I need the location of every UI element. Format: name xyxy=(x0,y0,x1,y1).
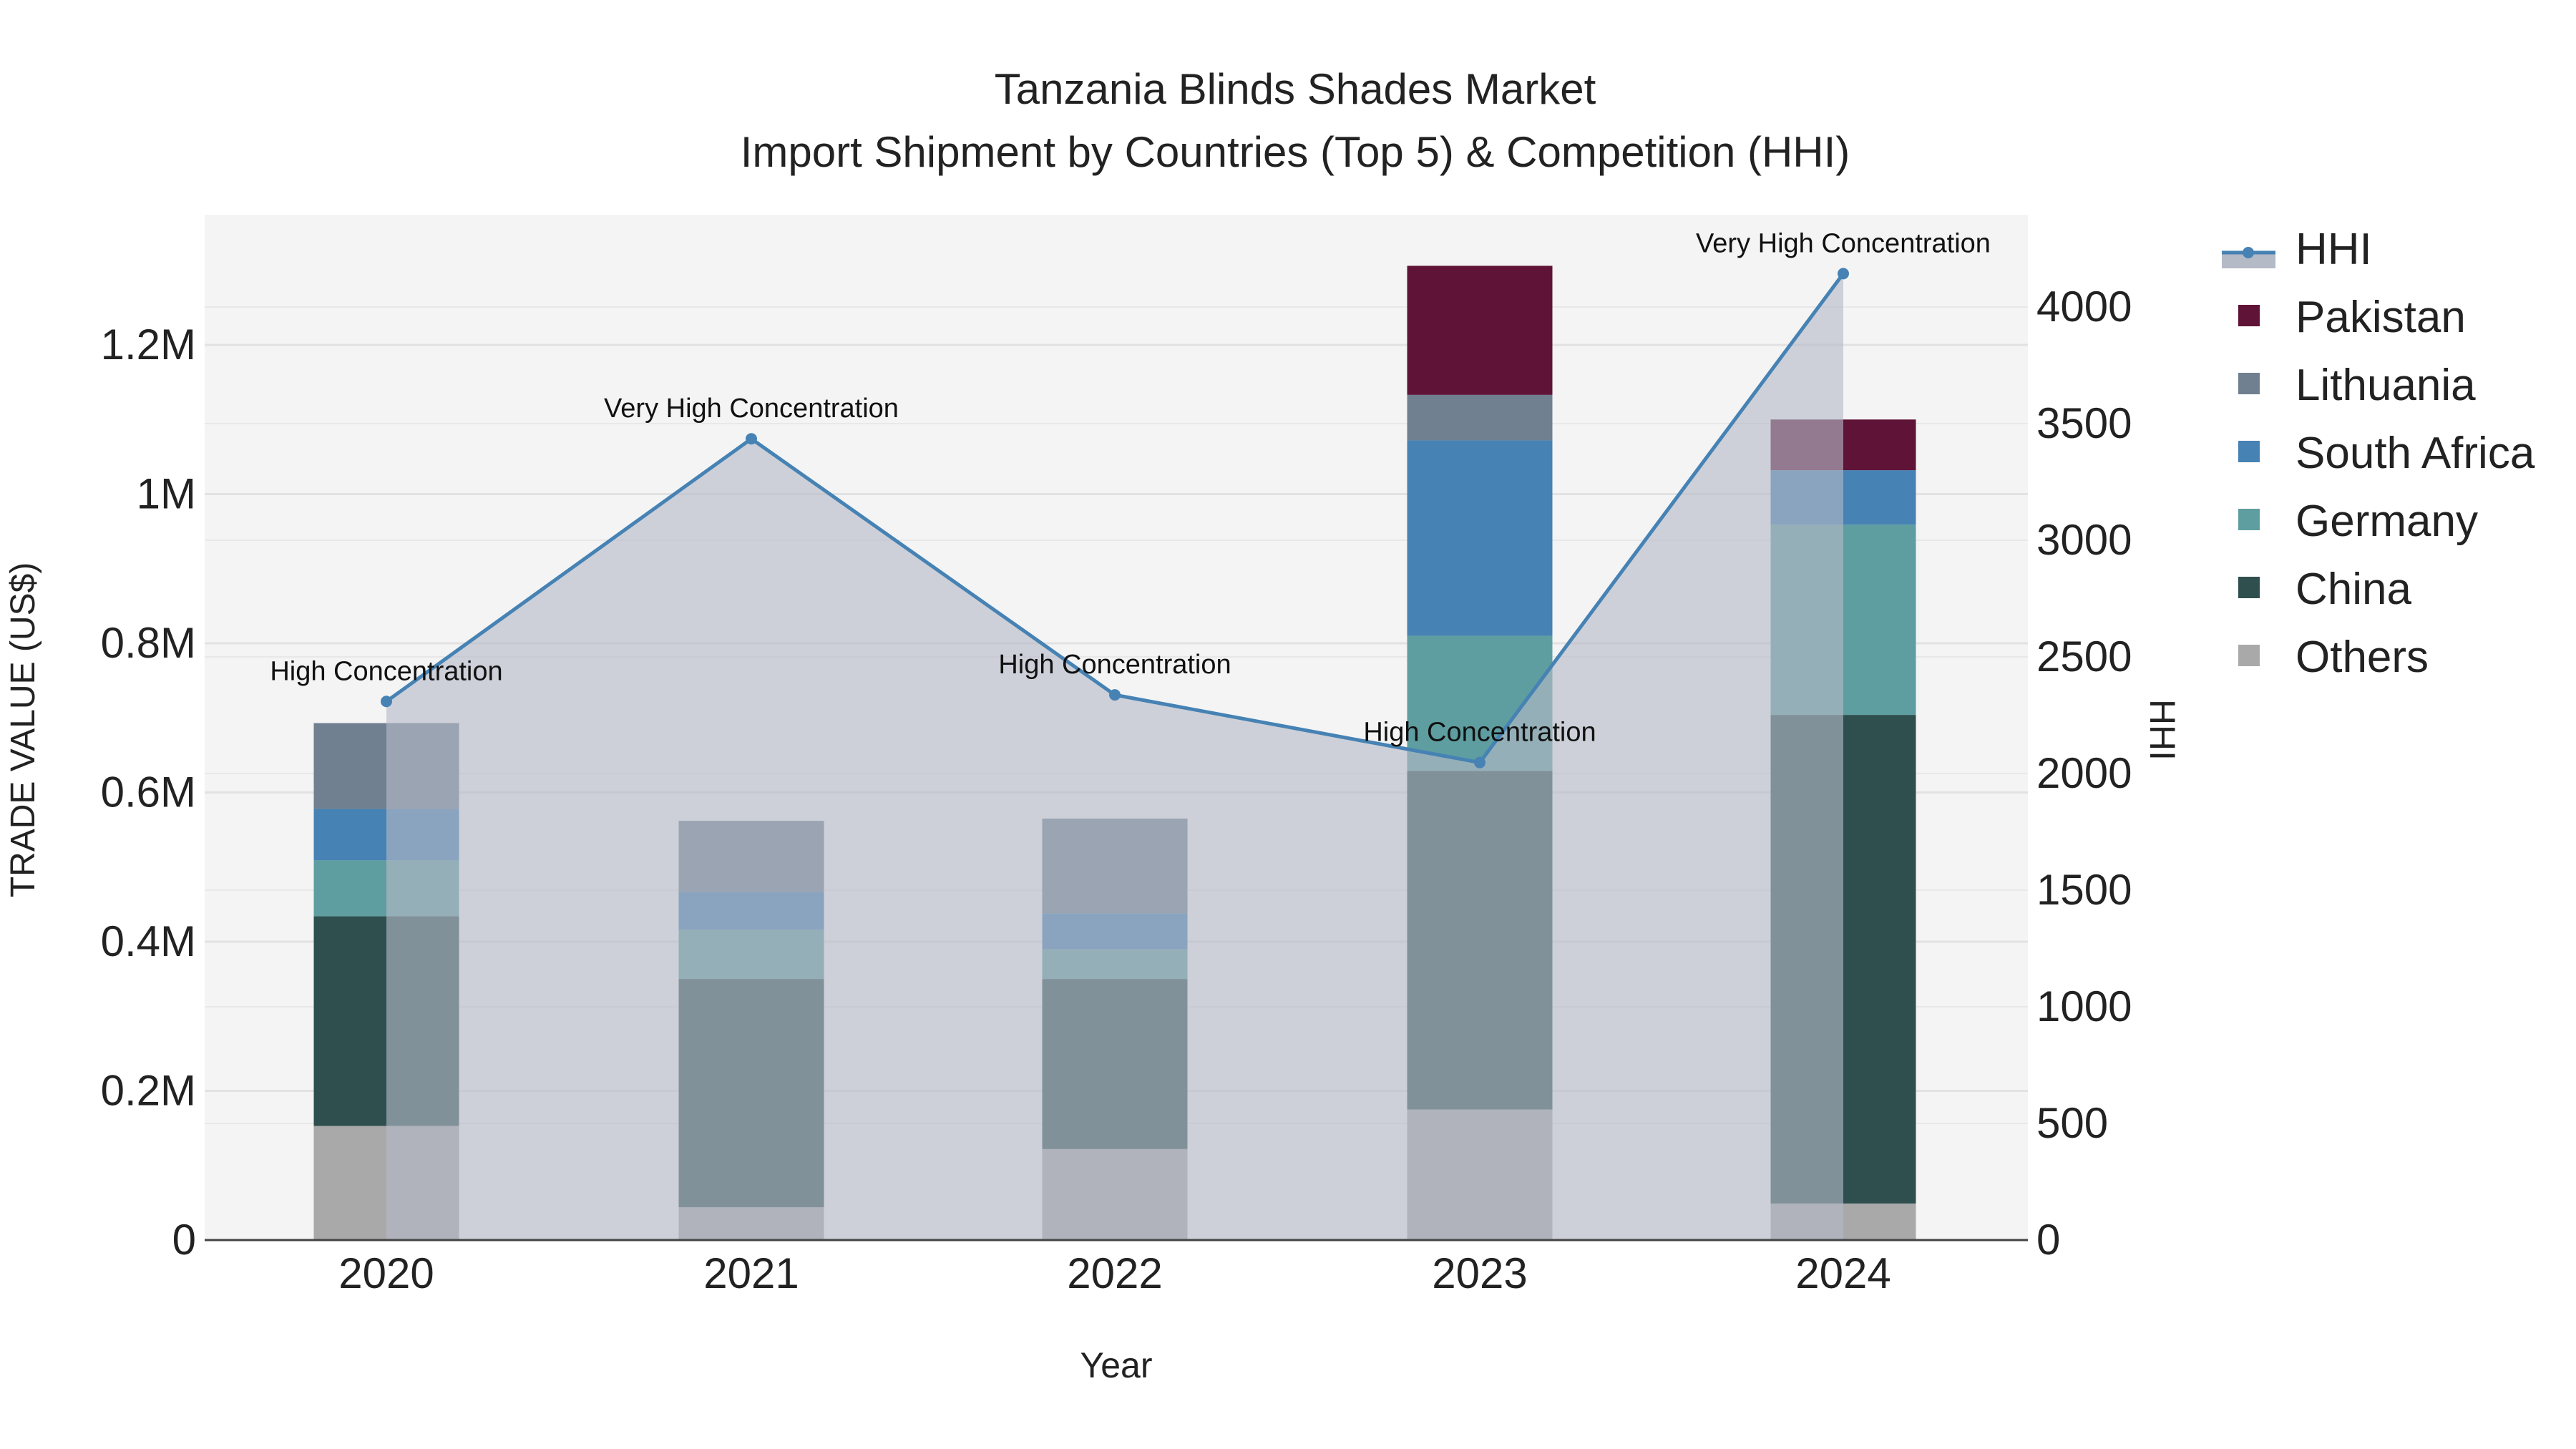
legend-label: Germany xyxy=(2296,497,2478,546)
hhi-annotation: Very High Concentration xyxy=(604,394,899,424)
y-tick-label: 1M xyxy=(137,470,196,518)
y2-tick-label: 2000 xyxy=(2036,749,2132,797)
legend-hhi-marker xyxy=(2243,247,2254,258)
chart-subtitle: Import Shipment by Countries (Top 5) & C… xyxy=(741,128,1850,176)
y-axis-title: TRADE VALUE (US$) xyxy=(4,562,42,898)
hhi-annotation: High Concentration xyxy=(1363,718,1596,748)
legend-swatch xyxy=(2238,305,2260,326)
bar-lithuania xyxy=(1407,394,1553,441)
y2-tick-label: 0 xyxy=(2036,1216,2060,1264)
legend-label: HHI xyxy=(2296,225,2372,274)
legend-swatch xyxy=(2238,645,2260,666)
y2-tick-label: 1000 xyxy=(2036,982,2132,1030)
hhi-annotation: Very High Concentration xyxy=(1696,228,1991,258)
x-tick-label: 2023 xyxy=(1432,1249,1527,1297)
y2-tick-label: 2500 xyxy=(2036,633,2132,680)
y2-tick-label: 500 xyxy=(2036,1099,2108,1147)
y-tick-label: 1.2M xyxy=(101,321,196,369)
legend: HHI Pakistan Lithuania South Africa Germany C… xyxy=(2222,225,2535,682)
x-tick-label: 2024 xyxy=(1795,1249,1890,1297)
legend-hhi-swatch xyxy=(2222,253,2275,268)
y2-axis-title: HHI xyxy=(2142,699,2182,761)
legend-label: Lithuania xyxy=(2296,361,2476,410)
x-tick-label: 2021 xyxy=(703,1249,799,1297)
chart-title: Tanzania Blinds Shades Market xyxy=(995,65,1596,113)
y-tick-label: 0.4M xyxy=(101,917,196,965)
legend-swatch xyxy=(2238,509,2260,530)
legend-label: China xyxy=(2296,565,2412,614)
bar-pakistan xyxy=(1407,265,1553,395)
y2-tick-label: 4000 xyxy=(2036,283,2132,331)
hhi-area xyxy=(386,273,1843,1241)
x-axis-title: Year xyxy=(1080,1345,1152,1385)
hhi-series: High Concentration Very High Concentratio… xyxy=(270,228,1991,1241)
hhi-annotation: High Concentration xyxy=(270,656,502,686)
bar-south-africa xyxy=(1407,440,1553,636)
legend-swatch xyxy=(2238,373,2260,394)
y2-tick-label: 1500 xyxy=(2036,866,2132,914)
y-tick-label: 0.8M xyxy=(101,619,196,667)
x-tick-label: 2022 xyxy=(1067,1249,1162,1297)
y-tick-label: 0.2M xyxy=(101,1067,196,1115)
hhi-point xyxy=(1838,268,1849,280)
legend-label: Pakistan xyxy=(2296,293,2466,342)
legend-swatch xyxy=(2238,441,2260,462)
y2-tick-label: 3000 xyxy=(2036,516,2132,564)
y2-tick-label: 3500 xyxy=(2036,399,2132,447)
hhi-point xyxy=(1474,756,1485,769)
legend-swatch xyxy=(2238,577,2260,598)
y-tick-label: 0.6M xyxy=(101,769,196,816)
hhi-annotation: High Concentration xyxy=(998,650,1231,680)
x-tick-label: 2020 xyxy=(338,1249,434,1297)
hhi-point xyxy=(381,696,392,708)
legend-label: Others xyxy=(2296,633,2429,682)
y-tick-label: 0 xyxy=(172,1216,196,1264)
hhi-point xyxy=(1109,689,1121,701)
legend-label: South Africa xyxy=(2296,429,2535,478)
hhi-point xyxy=(746,433,757,445)
axes: 0 0.2M 0.4M 0.6M 0.8M 1M 1.2M 0 500 1000 1500 2000 2… xyxy=(101,283,2132,1297)
